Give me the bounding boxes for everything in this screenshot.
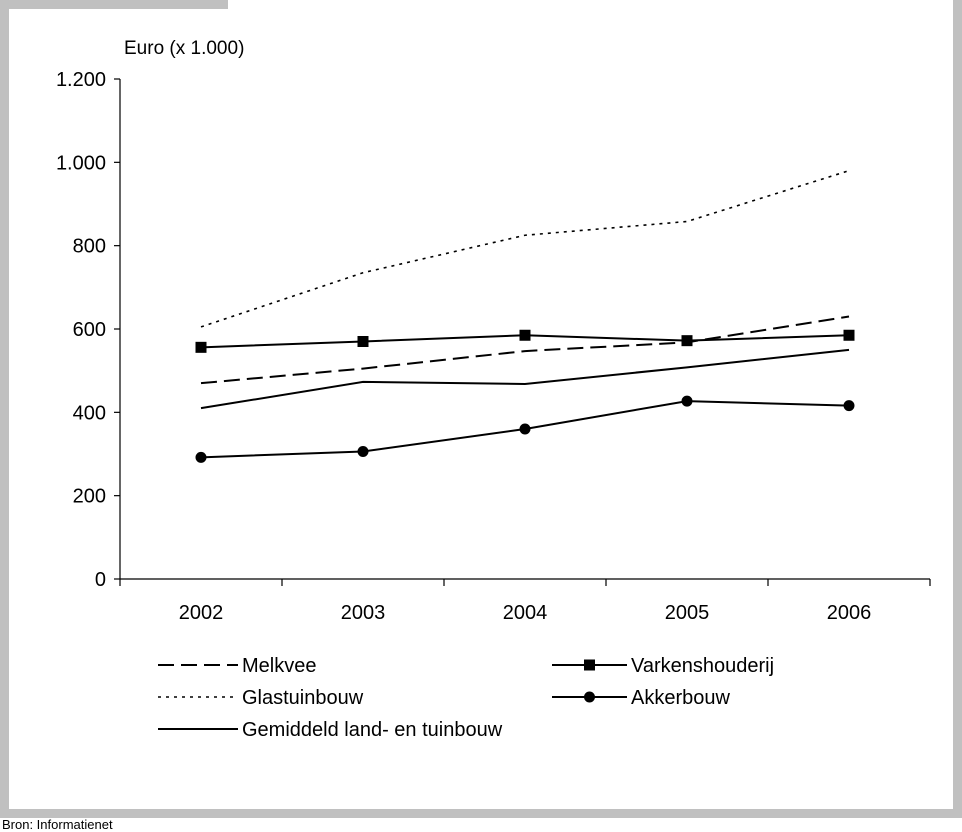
- series-layer: [195, 169, 855, 463]
- data-point-akkerbouw: [195, 451, 207, 463]
- data-point-varkenshouderij: [843, 329, 855, 341]
- data-point-akkerbouw: [843, 400, 855, 412]
- data-point-akkerbouw: [681, 395, 693, 407]
- axes: 0 200 400 600 800 1.000 1.200 2002 2003 2004 2005 2…: [56, 69, 931, 624]
- legend-marker-akkerbouw: [584, 691, 595, 703]
- legend-marker-varkenshouderij: [584, 659, 595, 671]
- series-line-melkvee: [200, 315, 850, 385]
- series-line-glastuinbouw: [200, 169, 850, 328]
- data-point-varkenshouderij: [519, 329, 531, 341]
- legend-label-glastuinbouw: Glastuinbouw: [242, 687, 364, 709]
- y-tick-label: 1.200: [56, 69, 106, 91]
- legend-label-gemiddeld-land-en-tuinbouw: Gemiddeld land- en tuinbouw: [242, 719, 503, 741]
- data-point-varkenshouderij: [195, 341, 207, 353]
- series-line-gemiddeld-land-en-tuinbouw: [200, 348, 850, 410]
- x-tick-label: 2002: [179, 602, 224, 624]
- y-axis-label: Euro (x 1.000): [124, 38, 244, 59]
- data-point-akkerbouw: [357, 446, 369, 457]
- frame-top: [0, 0, 228, 9]
- data-point-akkerbouw: [519, 423, 531, 435]
- legend-label-varkenshouderij: Varkenshouderij: [631, 655, 774, 677]
- data-point-varkenshouderij: [681, 335, 693, 347]
- y-tick-label: 0: [95, 569, 106, 591]
- legend-label-akkerbouw: Akkerbouw: [631, 687, 730, 709]
- y-tick-label: 400: [73, 402, 106, 424]
- x-tick-label: 2006: [827, 602, 872, 624]
- x-tick-label: 2005: [665, 602, 710, 624]
- y-tick-label: 1.000: [56, 152, 106, 174]
- source-note: Bron: Informatienet: [2, 817, 113, 832]
- legend: Melkvee Varkenshouderij Glastuinbouw Akkerb…: [158, 655, 774, 741]
- y-tick-label: 600: [73, 319, 106, 341]
- data-point-varkenshouderij: [357, 336, 369, 347]
- x-tick-label: 2003: [341, 602, 386, 624]
- y-tick-label: 800: [73, 236, 106, 258]
- frame-bottom: [0, 809, 962, 818]
- frame-left: [0, 0, 9, 818]
- y-tick-label: 200: [73, 486, 106, 508]
- legend-label-melkvee: Melkvee: [242, 655, 316, 677]
- x-tick-label: 2004: [503, 602, 548, 624]
- frame-right: [953, 0, 962, 818]
